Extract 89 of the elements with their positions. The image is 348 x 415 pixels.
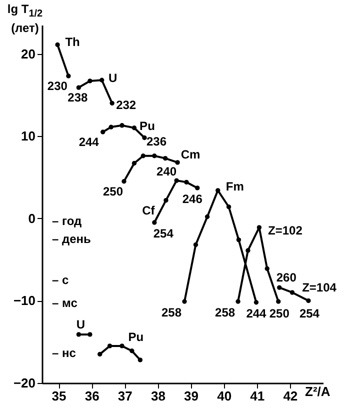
annotation: 236 bbox=[146, 134, 167, 149]
point bbox=[108, 124, 114, 130]
point bbox=[107, 344, 112, 348]
point bbox=[256, 225, 262, 230]
y-tick-label: 20 bbox=[21, 46, 36, 62]
point bbox=[140, 154, 146, 158]
point bbox=[162, 156, 168, 161]
x-tick-label: 35 bbox=[52, 388, 66, 404]
annotation: – мс bbox=[52, 296, 78, 310]
x-tick-label: 37 bbox=[118, 388, 132, 404]
point bbox=[100, 130, 106, 134]
point bbox=[88, 78, 92, 84]
annotation: 244 bbox=[246, 306, 267, 320]
y-tick-label: −10 bbox=[13, 293, 36, 308]
x-tick-label: 42 bbox=[283, 388, 298, 404]
annotation: U bbox=[108, 71, 118, 86]
annotation: 254 bbox=[299, 306, 320, 321]
annotation: U bbox=[76, 317, 86, 332]
point bbox=[110, 100, 114, 106]
point bbox=[254, 300, 259, 305]
y-tick-label: 10 bbox=[21, 128, 36, 144]
annotation: Cm bbox=[180, 147, 200, 162]
x-tick-label: 38 bbox=[150, 388, 166, 404]
annotation: – с bbox=[52, 273, 70, 287]
y-tick-label: −20 bbox=[13, 376, 36, 390]
x-axis-title: Z²/A bbox=[305, 384, 330, 399]
point bbox=[152, 154, 157, 158]
point bbox=[152, 220, 157, 225]
annotation: 238 bbox=[68, 90, 88, 105]
annotation: Z=104 bbox=[302, 280, 337, 294]
annotation: Z=102 bbox=[268, 223, 303, 238]
annotation: – год bbox=[52, 214, 82, 228]
point bbox=[195, 186, 200, 190]
point bbox=[76, 332, 82, 337]
point bbox=[276, 299, 281, 304]
y-axis-title: lg T$_{1/2}$ (лет) bbox=[6, 2, 44, 36]
point bbox=[120, 344, 124, 348]
point bbox=[277, 285, 282, 290]
annotation: 254 bbox=[153, 226, 174, 241]
annotation: – нс bbox=[52, 346, 76, 360]
point bbox=[226, 204, 232, 210]
point bbox=[216, 188, 220, 193]
annotation: 250 bbox=[269, 306, 290, 321]
x-tick-label: 39 bbox=[184, 388, 198, 404]
x-tick-label: 41 bbox=[250, 388, 265, 404]
point bbox=[132, 126, 137, 130]
point bbox=[98, 352, 102, 357]
x-tick-label: 40 bbox=[217, 388, 232, 404]
y-tick-label: 0 bbox=[28, 210, 36, 226]
point bbox=[99, 78, 104, 82]
annotation: Pu bbox=[140, 118, 155, 133]
annotation: 232 bbox=[116, 98, 136, 112]
point bbox=[204, 214, 210, 220]
annotation: 244 bbox=[78, 134, 100, 149]
annotation: Cf bbox=[142, 204, 156, 218]
point bbox=[306, 298, 311, 304]
x-tick-label: 36 bbox=[84, 388, 100, 404]
annotation: Pu bbox=[128, 330, 144, 344]
point bbox=[120, 123, 124, 128]
point bbox=[88, 332, 92, 337]
point bbox=[236, 237, 242, 242]
annotation: 260 bbox=[276, 270, 297, 285]
annotation: 230 bbox=[47, 79, 68, 94]
annotation: Fm bbox=[226, 179, 244, 194]
point bbox=[130, 348, 134, 354]
point bbox=[142, 135, 147, 140]
point bbox=[138, 358, 143, 362]
annotation: 240 bbox=[156, 164, 177, 178]
annotation: 258 bbox=[215, 306, 236, 320]
point bbox=[122, 179, 126, 184]
point bbox=[264, 266, 270, 271]
annotation: 246 bbox=[182, 192, 203, 206]
point bbox=[76, 85, 82, 90]
annotation: 258 bbox=[161, 306, 182, 320]
point bbox=[66, 74, 71, 78]
point bbox=[55, 42, 60, 48]
annotation: – день bbox=[52, 232, 91, 246]
point bbox=[246, 248, 250, 253]
point bbox=[132, 160, 137, 166]
point bbox=[236, 299, 240, 304]
point bbox=[290, 290, 295, 295]
point bbox=[174, 178, 179, 183]
annotation: Th bbox=[65, 34, 80, 49]
annotation: 250 bbox=[102, 184, 124, 198]
point bbox=[182, 299, 187, 304]
point bbox=[193, 242, 198, 248]
point bbox=[175, 160, 180, 165]
point bbox=[164, 198, 168, 203]
point bbox=[184, 180, 189, 185]
